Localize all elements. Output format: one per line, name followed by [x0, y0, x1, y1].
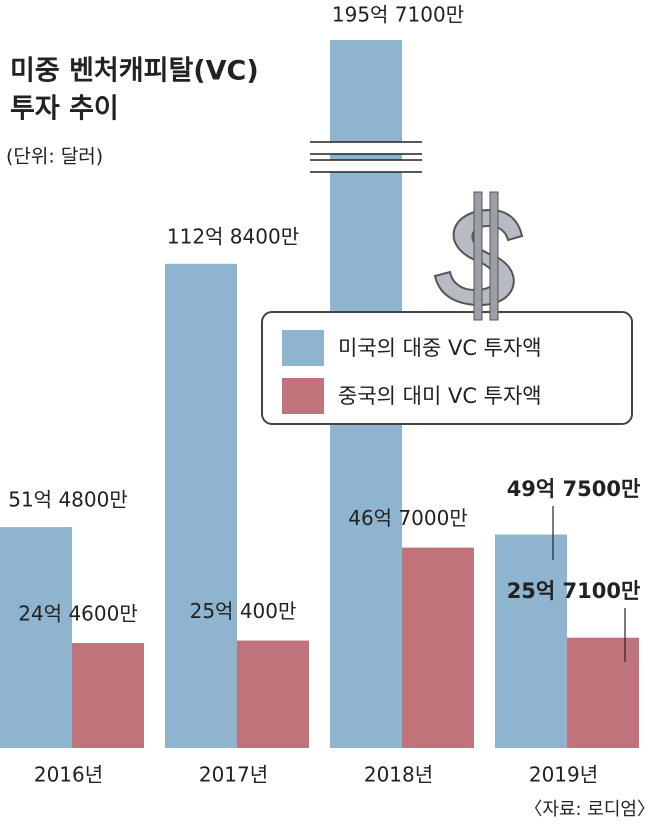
dollar-bar — [489, 191, 499, 321]
legend-swatch — [282, 330, 324, 366]
chart-title: 투자 추이 — [10, 94, 119, 125]
chart-subtitle: (단위: 달러) — [6, 146, 103, 168]
x-tick-label: 2016년 — [34, 763, 103, 787]
dollar-icon — [433, 191, 524, 321]
value-label: 24억 4600만 — [18, 602, 138, 626]
dollar-bar — [473, 191, 483, 321]
legend-box — [261, 311, 633, 425]
value-label: 112억 8400만 — [167, 224, 299, 248]
chart-title: 미중 벤처캐피탈(VC) — [10, 56, 259, 87]
bar — [72, 643, 144, 748]
x-tick-label: 2019년 — [529, 763, 598, 787]
value-label: 51억 4800만 — [8, 488, 128, 512]
bars — [0, 40, 639, 748]
x-tick-label: 2018년 — [364, 763, 433, 787]
value-label: 25억 7100만 — [507, 579, 641, 603]
legend-swatch — [282, 378, 324, 414]
bar — [495, 534, 567, 748]
bar — [165, 263, 237, 748]
legend-label: 미국의 대중 VC 투자액 — [338, 336, 542, 360]
value-label: 49억 7500만 — [507, 477, 641, 501]
value-label: 195억 7100만 — [332, 3, 464, 27]
bar — [567, 637, 639, 748]
source: 〈자료: 로디엄〉 — [524, 799, 655, 820]
value-label: 25억 400만 — [190, 599, 297, 623]
value-label: 46억 7000만 — [348, 506, 468, 530]
bar — [0, 527, 72, 748]
legend-label: 중국의 대미 VC 투자액 — [338, 384, 542, 408]
x-tick-label: 2017년 — [199, 763, 268, 787]
bar — [402, 547, 474, 748]
bar — [237, 640, 309, 748]
